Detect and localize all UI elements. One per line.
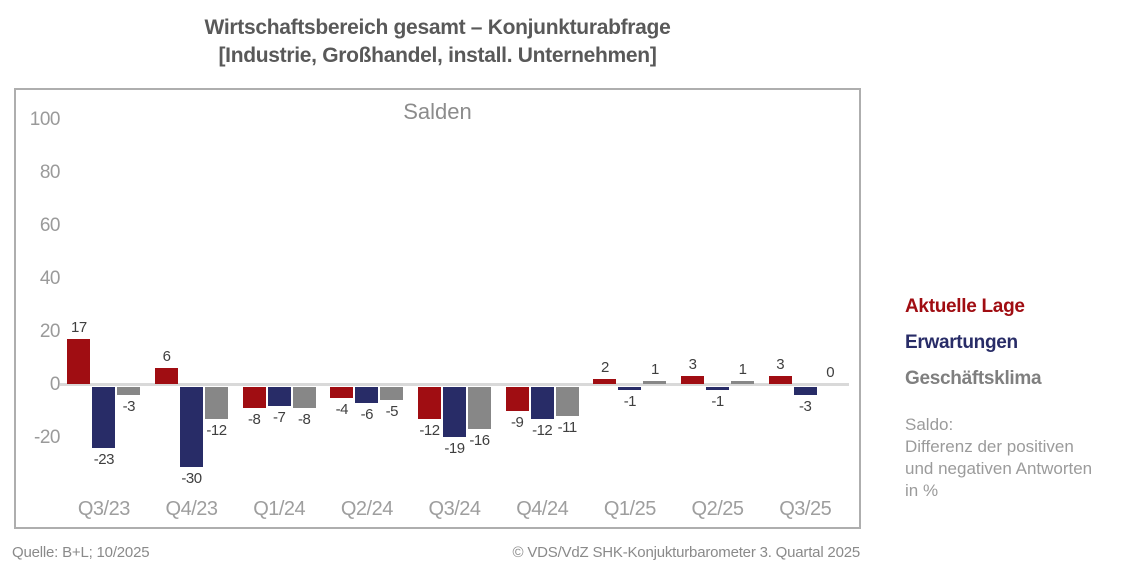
- x-axis-label: Q3/23: [77, 498, 130, 520]
- legend-item-erwartungen: Erwartungen: [905, 332, 1018, 353]
- chart-subtitle: Salden: [403, 99, 472, 124]
- bar-value-label: 17: [70, 319, 87, 336]
- bar-value-label: -1: [711, 393, 724, 410]
- bar-value-label: -3: [122, 398, 136, 415]
- bar-value-label: -30: [181, 470, 202, 487]
- y-axis-tick-label: 20: [39, 321, 61, 342]
- legend-note-line: Saldo:: [905, 415, 954, 434]
- x-axis-label: Q4/23: [165, 498, 218, 520]
- footer-source: Quelle: B+L; 10/2025: [12, 544, 150, 561]
- bar-value-label: 3: [776, 356, 785, 373]
- bar-value-label: 1: [650, 361, 659, 378]
- y-axis-tick-label: -20: [34, 427, 60, 448]
- bar-value-label: -11: [557, 419, 578, 436]
- bar: [205, 387, 228, 419]
- legend-note-line: und negativen Antworten: [905, 459, 1093, 478]
- bar-value-label: -12: [419, 422, 440, 439]
- bar: [468, 387, 492, 429]
- bar: [793, 387, 817, 395]
- bar-value-label: -12: [532, 422, 553, 439]
- bar-value-label: -3: [799, 398, 812, 415]
- legend-item-gesch-ftsklima: Geschäftsklima: [905, 368, 1042, 389]
- bar: [768, 376, 792, 384]
- x-axis-label: Q3/24: [428, 498, 481, 520]
- bar: [67, 339, 91, 384]
- bar-value-label: -23: [93, 451, 115, 468]
- y-axis-tick-label: 0: [49, 374, 61, 395]
- legend-items: Aktuelle Lage Erwartungen Geschäftsklima: [905, 296, 1140, 390]
- bar-value-label: 3: [688, 356, 697, 373]
- bar: [555, 387, 579, 416]
- y-axis-tick-label: 100: [29, 109, 61, 130]
- bar-value-label: -12: [206, 422, 227, 439]
- x-axis-label: Q4/24: [516, 498, 569, 520]
- legend-note-line: in %: [905, 481, 939, 500]
- bar: [267, 387, 291, 406]
- x-axis-label: Q3/25: [779, 498, 832, 520]
- bar: [92, 387, 116, 448]
- bar-value-label: -9: [511, 414, 524, 431]
- bar-value-label: -1: [623, 393, 637, 410]
- x-axis-label: Q1/24: [253, 498, 306, 520]
- bar-value-label: -8: [248, 411, 261, 428]
- bar-value-label: -5: [385, 403, 399, 420]
- x-axis: Q3/23 Q4/23 Q1/24 Q2/24 Q3/24 Q4/24 Q1/25 Q2/25…: [60, 498, 849, 521]
- bar: [505, 387, 529, 411]
- legend-note: Saldo: Differenz der positiven und negativ…: [905, 414, 1140, 502]
- bar: [530, 387, 554, 419]
- bar: [355, 387, 379, 403]
- legend-item-aktuelle-lage: Aktuelle Lage: [905, 296, 1025, 317]
- y-axis-tick-label: 80: [39, 162, 61, 183]
- bar: [242, 387, 266, 408]
- y-axis-tick-label: 60: [39, 215, 61, 236]
- bar-value-label: -19: [444, 440, 465, 457]
- chart-title-line1: Wirtschaftsbereich gesamt – Konjunkturab…: [204, 16, 671, 39]
- bar: [117, 387, 141, 395]
- bar-value-label: 1: [738, 361, 747, 378]
- x-axis-label: Q2/24: [340, 498, 393, 520]
- bar: [643, 381, 667, 384]
- bar: [681, 376, 705, 384]
- bar-value-label: 0: [826, 364, 835, 381]
- bar-value-label: -16: [469, 432, 490, 449]
- bar-value-label: -4: [335, 401, 349, 418]
- bar-value-label: -7: [273, 409, 286, 426]
- bar: [593, 379, 617, 384]
- bar: [292, 387, 316, 408]
- chart-title-line2: [Industrie, Großhandel, install. Unterne…: [218, 44, 657, 67]
- bar-value-label: -8: [298, 411, 311, 428]
- bar: [443, 387, 467, 437]
- bar-value-label: -6: [360, 406, 374, 423]
- bar: [155, 368, 178, 384]
- bar: [180, 387, 203, 467]
- bar: [706, 387, 730, 390]
- bar-value-label: 6: [162, 348, 171, 365]
- chart-title: Wirtschaftsbereich gesamt – Konjunkturab…: [14, 14, 861, 70]
- y-axis-tick-label: 40: [39, 268, 61, 289]
- x-axis-label: Q2/25: [691, 498, 744, 520]
- bar: [330, 387, 354, 398]
- bar: [618, 387, 642, 390]
- bar-value-label: 2: [600, 359, 609, 376]
- plot-area: Salden 100 80 60 40 20 0 -20 17 -23 -3 6 -30 -12 -8-…: [14, 88, 861, 529]
- footer-copyright: © VDS/VdZ SHK-Konjukturbarometer 3. Quar…: [512, 544, 861, 561]
- zero-line: [60, 383, 849, 386]
- bar: [418, 387, 442, 419]
- legend-note-line: Differenz der positiven: [905, 437, 1074, 456]
- bar: [380, 387, 404, 400]
- x-axis-label: Q1/25: [603, 498, 656, 520]
- legend: Aktuelle Lage Erwartungen Geschäftsklima S…: [905, 296, 1140, 502]
- bar: [731, 381, 755, 384]
